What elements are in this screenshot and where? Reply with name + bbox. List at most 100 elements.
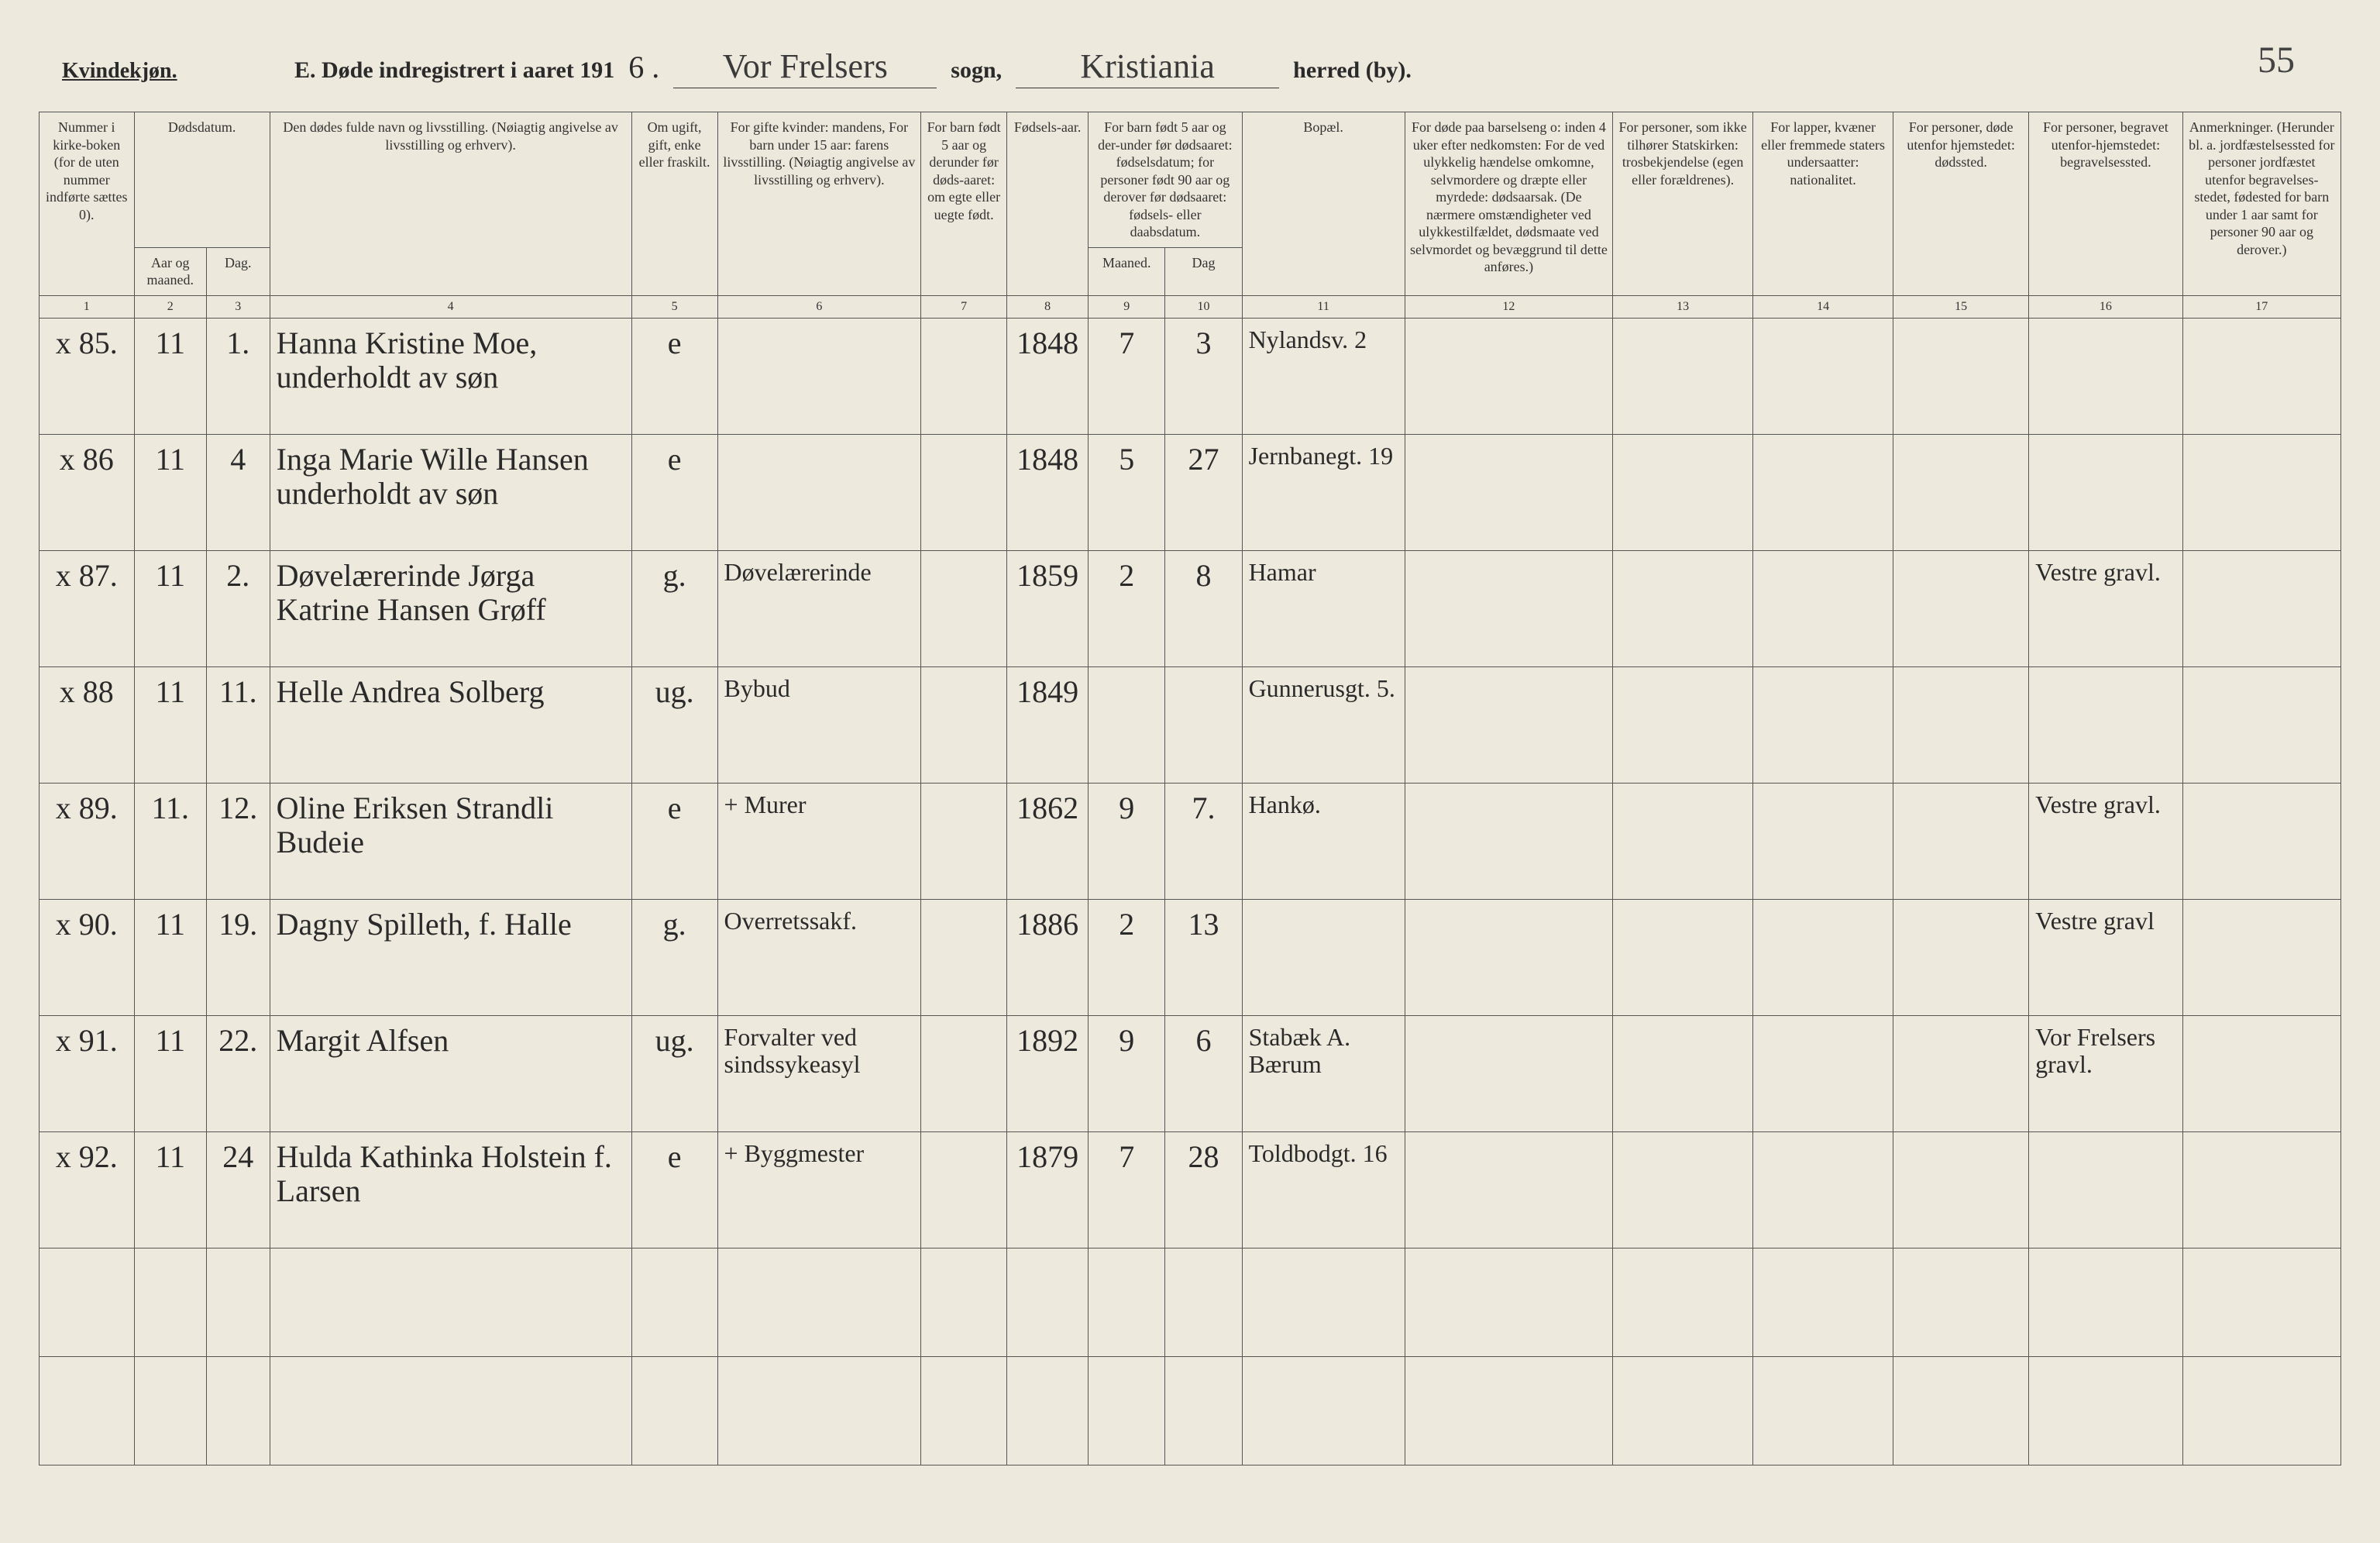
table-cell: 1848 xyxy=(1007,434,1089,550)
table-cell: 11 xyxy=(134,899,206,1015)
col-num: 7 xyxy=(921,295,1007,318)
table-cell: Vor Frelsers gravl. xyxy=(2029,1015,2182,1131)
table-cell xyxy=(921,899,1007,1015)
table-cell xyxy=(1405,434,1612,550)
table-cell xyxy=(1613,1131,1753,1248)
table-cell xyxy=(921,666,1007,783)
table-cell xyxy=(1753,899,1893,1015)
table-cell: g. xyxy=(631,899,717,1015)
table-cell xyxy=(1893,1248,2029,1356)
table-cell xyxy=(1613,1015,1753,1131)
table-cell xyxy=(1753,783,1893,899)
table-cell xyxy=(1405,1015,1612,1131)
table-cell: e xyxy=(631,1131,717,1248)
table-cell: 1859 xyxy=(1007,550,1089,666)
table-cell: x 87. xyxy=(40,550,135,666)
col-num: 14 xyxy=(1753,295,1893,318)
table-cell: 9 xyxy=(1089,783,1165,899)
table-cell: 1886 xyxy=(1007,899,1089,1015)
table-cell: Døvelærerinde Jørga Katrine Hansen Grøff xyxy=(270,550,631,666)
table-cell: Hulda Kathinka Holstein f. Larsen xyxy=(270,1131,631,1248)
table-cell xyxy=(270,1248,631,1356)
table-cell: 1892 xyxy=(1007,1015,1089,1131)
table-cell: Overretssakf. xyxy=(717,899,921,1015)
table-cell xyxy=(2029,318,2182,434)
table-cell xyxy=(1753,1356,1893,1465)
col-header: For gifte kvinder: mandens, For barn und… xyxy=(717,112,921,296)
col-num: 17 xyxy=(2182,295,2340,318)
table-cell: 1849 xyxy=(1007,666,1089,783)
table-cell: 19. xyxy=(206,899,270,1015)
table-cell xyxy=(1753,1248,1893,1356)
table-cell xyxy=(631,1356,717,1465)
table-cell xyxy=(717,1356,921,1465)
table-row xyxy=(40,1248,2341,1356)
table-cell xyxy=(1405,318,1612,434)
table-cell: x 92. xyxy=(40,1131,135,1248)
table-cell: x 90. xyxy=(40,899,135,1015)
table-cell xyxy=(1613,1248,1753,1356)
ledger-page: 55 Kvindekjøn. E. Døde indregistrert i a… xyxy=(39,31,2341,1512)
col-num: 3 xyxy=(206,295,270,318)
table-cell xyxy=(1753,666,1893,783)
table-cell xyxy=(1089,666,1165,783)
table-cell: 13 xyxy=(1165,899,1242,1015)
title-line: E. Døde indregistrert i aaret 1916 . Vor… xyxy=(294,46,2318,88)
table-cell: Hamar xyxy=(1242,550,1405,666)
table-cell: ug. xyxy=(631,666,717,783)
col-header: Aar og maaned. xyxy=(134,247,206,295)
table-cell xyxy=(1405,1248,1612,1356)
page-number-corner: 55 xyxy=(2258,39,2295,81)
table-cell xyxy=(206,1356,270,1465)
table-cell xyxy=(921,783,1007,899)
table-cell xyxy=(921,434,1007,550)
table-cell: 2. xyxy=(206,550,270,666)
table-cell xyxy=(1613,1356,1753,1465)
table-cell: Døvelærerinde xyxy=(717,550,921,666)
table-cell xyxy=(1405,899,1612,1015)
table-cell xyxy=(1893,783,2029,899)
col-header: Nummer i kirke-boken (for de uten nummer… xyxy=(40,112,135,296)
table-cell xyxy=(1753,434,1893,550)
col-num: 1 xyxy=(40,295,135,318)
table-cell xyxy=(1165,1356,1242,1465)
table-cell: 22. xyxy=(206,1015,270,1131)
table-cell xyxy=(2029,1356,2182,1465)
table-cell xyxy=(40,1248,135,1356)
table-row: x 89.11.12.Oline Eriksen Strandli Budeie… xyxy=(40,783,2341,899)
table-cell xyxy=(1007,1356,1089,1465)
table-cell: 1848 xyxy=(1007,318,1089,434)
table-cell: e xyxy=(631,434,717,550)
table-cell: 2 xyxy=(1089,550,1165,666)
table-cell xyxy=(1613,434,1753,550)
table-cell: 11 xyxy=(134,550,206,666)
table-cell: Stabæk A. Bærum xyxy=(1242,1015,1405,1131)
table-cell xyxy=(2182,318,2340,434)
table-cell: + Murer xyxy=(717,783,921,899)
table-cell: e xyxy=(631,318,717,434)
table-cell: 11 xyxy=(134,318,206,434)
table-cell xyxy=(1753,1015,1893,1131)
table-cell: Forvalter ved sindssykeasyl xyxy=(717,1015,921,1131)
table-cell: x 88 xyxy=(40,666,135,783)
table-cell: 9 xyxy=(1089,1015,1165,1131)
table-cell xyxy=(1893,550,2029,666)
table-cell xyxy=(2182,666,2340,783)
table-cell: x 91. xyxy=(40,1015,135,1131)
table-cell xyxy=(2029,666,2182,783)
table-cell: 5 xyxy=(1089,434,1165,550)
table-cell xyxy=(1613,899,1753,1015)
col-num: 16 xyxy=(2029,295,2182,318)
table-cell: Hanna Kristine Moe, underholdt av søn xyxy=(270,318,631,434)
table-cell: 2 xyxy=(1089,899,1165,1015)
table-cell xyxy=(1613,666,1753,783)
table-cell: Nylandsv. 2 xyxy=(1242,318,1405,434)
table-cell xyxy=(134,1356,206,1465)
col-header: Dag. xyxy=(206,247,270,295)
col-header: Dag xyxy=(1165,247,1242,295)
ledger-table: Nummer i kirke-boken (for de uten nummer… xyxy=(39,112,2341,1466)
table-cell xyxy=(2182,1131,2340,1248)
table-cell xyxy=(1893,1015,2029,1131)
table-row: x 91.1122.Margit Alfsenug.Forvalter ved … xyxy=(40,1015,2341,1131)
col-header: For lapper, kvæner eller fremmede stater… xyxy=(1753,112,1893,296)
